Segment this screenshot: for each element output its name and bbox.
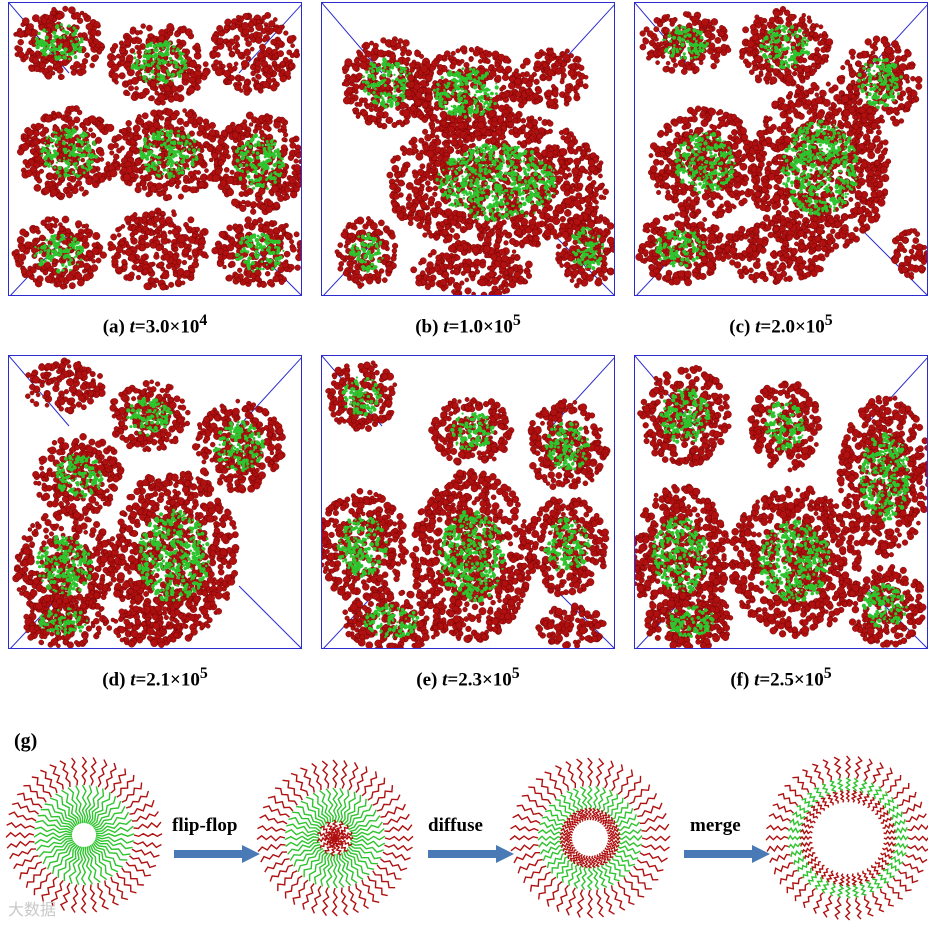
- snapshot-panel-c: [634, 2, 928, 296]
- bead-cloud: [322, 356, 614, 648]
- caption-d: (d) t=2.1×105: [0, 665, 310, 691]
- right-arrow-icon: [174, 845, 260, 863]
- caption-f: (f) t=2.5×105: [626, 665, 928, 691]
- step-label-flip-flop: flip-flop: [172, 815, 237, 837]
- watermark-text: 大数据: [8, 896, 56, 920]
- snapshot-panel-f: [634, 355, 928, 649]
- bead-cloud: [322, 3, 614, 295]
- caption-a: (a) t=3.0×104: [0, 312, 310, 338]
- bead-cloud: [9, 356, 301, 648]
- bead-cloud: [635, 3, 927, 295]
- snapshot-panel-b: [321, 2, 615, 296]
- vesicle-merge: [765, 755, 928, 921]
- right-arrow-icon: [684, 845, 770, 863]
- bead-cloud: [9, 3, 301, 295]
- snapshot-panel-a: [8, 2, 302, 296]
- caption-b: (b) t=1.0×105: [313, 312, 623, 338]
- step-label-diffuse: diffuse: [428, 815, 483, 837]
- snapshot-panel-e: [321, 355, 615, 649]
- caption-e: (e) t=2.3×105: [313, 665, 623, 691]
- vesicle-flip-flop: [256, 759, 414, 917]
- vesicle-diffuse: [509, 757, 671, 919]
- right-arrow-icon: [428, 845, 514, 863]
- caption-c: (c) t=2.0×105: [626, 312, 928, 338]
- snapshot-panel-d: [8, 355, 302, 649]
- vesicle-micelle: [5, 756, 163, 914]
- step-label-merge: merge: [690, 815, 741, 837]
- schematic-label: (g): [14, 730, 37, 753]
- bead-cloud: [635, 356, 927, 648]
